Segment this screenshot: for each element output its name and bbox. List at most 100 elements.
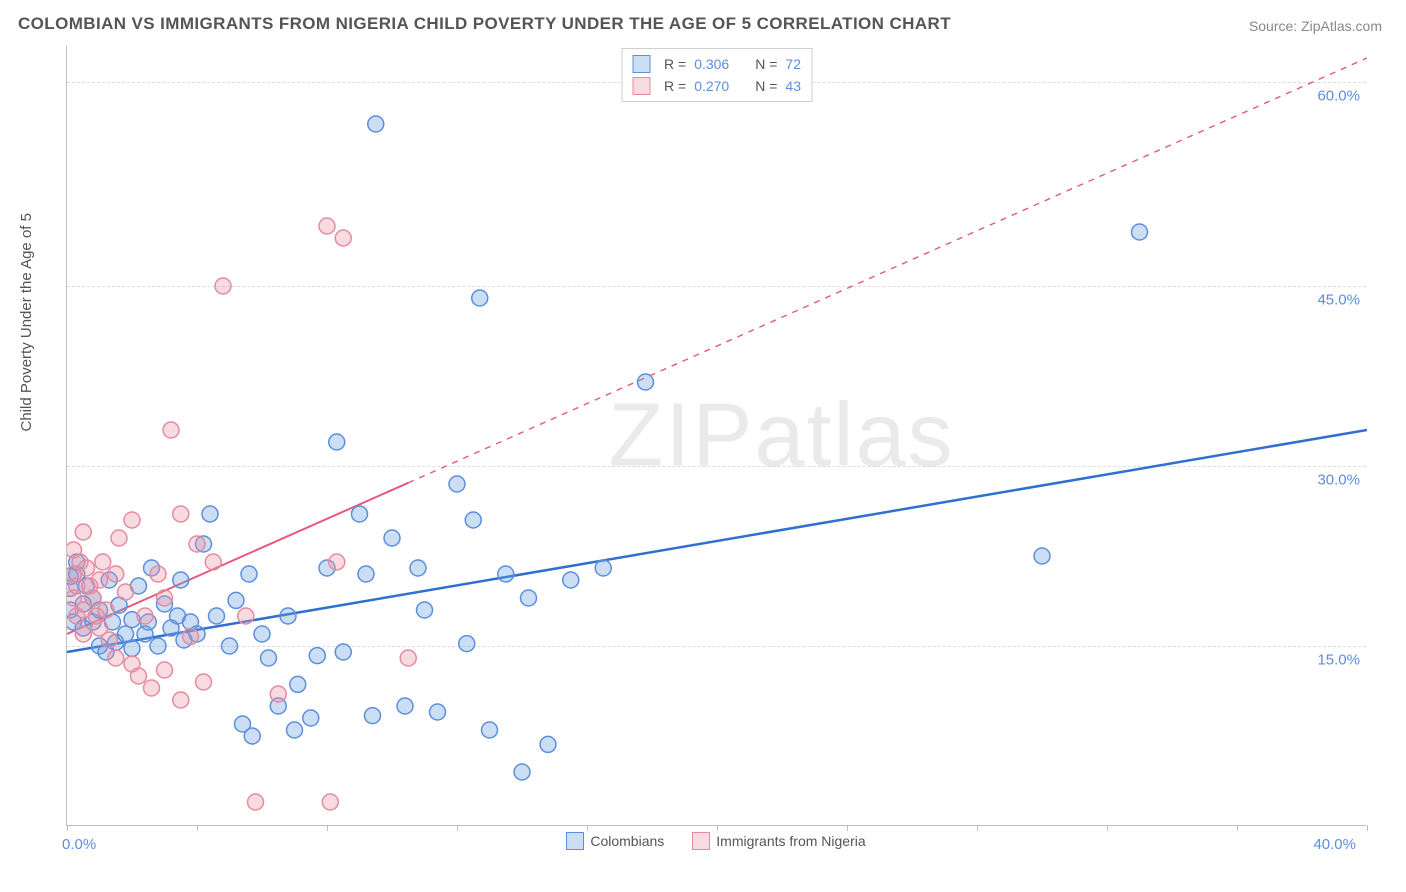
data-point — [75, 524, 91, 540]
data-point — [124, 512, 140, 528]
data-point — [290, 676, 306, 692]
data-point — [241, 566, 257, 582]
data-point — [92, 572, 108, 588]
data-point — [95, 554, 111, 570]
plot-area: R = 0.306 N = 72 R = 0.270 N = 43 ZIPatl… — [66, 46, 1366, 826]
data-point — [335, 230, 351, 246]
data-point — [563, 572, 579, 588]
data-point — [1132, 224, 1148, 240]
legend-row-series-a: R = 0.306 N = 72 — [632, 53, 801, 75]
data-point — [209, 608, 225, 624]
data-point — [368, 116, 384, 132]
data-point — [101, 632, 117, 648]
swatch-icon — [632, 55, 650, 73]
data-point — [98, 602, 114, 618]
data-point — [131, 668, 147, 684]
data-point — [322, 794, 338, 810]
x-tick — [1367, 825, 1368, 831]
legend-label: Colombians — [590, 833, 664, 849]
data-point — [144, 680, 160, 696]
swatch-icon — [566, 832, 584, 850]
data-point — [319, 218, 335, 234]
r-value: 0.306 — [694, 56, 729, 72]
trendline-solid — [67, 430, 1367, 652]
data-point — [222, 638, 238, 654]
data-point — [430, 704, 446, 720]
data-point — [280, 608, 296, 624]
data-point — [150, 638, 166, 654]
swatch-icon — [692, 832, 710, 850]
data-point — [137, 608, 153, 624]
data-point — [157, 662, 173, 678]
data-point — [173, 692, 189, 708]
trendline-dashed — [408, 58, 1367, 483]
series-legend: Colombians Immigrants from Nigeria — [66, 832, 1366, 850]
data-point — [261, 650, 277, 666]
data-point — [352, 506, 368, 522]
data-point — [85, 590, 101, 606]
swatch-icon — [632, 77, 650, 95]
data-point — [150, 566, 166, 582]
correlation-legend: R = 0.306 N = 72 R = 0.270 N = 43 — [621, 48, 812, 102]
data-point — [303, 710, 319, 726]
data-point — [449, 476, 465, 492]
data-point — [118, 584, 134, 600]
data-point — [472, 290, 488, 306]
data-point — [173, 506, 189, 522]
n-value: 43 — [785, 78, 801, 94]
data-point — [173, 572, 189, 588]
data-point — [397, 698, 413, 714]
r-value: 0.270 — [694, 78, 729, 94]
data-point — [309, 648, 325, 664]
data-point — [482, 722, 498, 738]
y-axis-title: Child Poverty Under the Age of 5 — [18, 213, 35, 431]
data-point — [238, 608, 254, 624]
data-point — [157, 590, 173, 606]
data-point — [75, 626, 91, 642]
data-point — [215, 278, 231, 294]
x-axis-labels: 0.0% 40.0% Colombians Immigrants from Ni… — [66, 832, 1366, 860]
data-point — [244, 728, 260, 744]
data-point — [498, 566, 514, 582]
data-point — [400, 650, 416, 666]
legend-label: Immigrants from Nigeria — [716, 833, 865, 849]
scatter-svg — [67, 46, 1367, 826]
data-point — [108, 650, 124, 666]
source-attribution: Source: ZipAtlas.com — [1249, 18, 1382, 34]
data-point — [189, 536, 205, 552]
data-point — [270, 686, 286, 702]
data-point — [254, 626, 270, 642]
data-point — [514, 764, 530, 780]
data-point — [329, 554, 345, 570]
legend-row-series-b: R = 0.270 N = 43 — [632, 75, 801, 97]
data-point — [521, 590, 537, 606]
data-point — [638, 374, 654, 390]
data-point — [111, 530, 127, 546]
data-point — [329, 434, 345, 450]
data-point — [79, 560, 95, 576]
data-point — [410, 560, 426, 576]
chart-title: COLOMBIAN VS IMMIGRANTS FROM NIGERIA CHI… — [18, 14, 951, 34]
data-point — [118, 626, 134, 642]
data-point — [335, 644, 351, 660]
legend-item-colombians: Colombians — [566, 832, 664, 850]
n-label: N = — [755, 56, 777, 72]
data-point — [248, 794, 264, 810]
data-point — [465, 512, 481, 528]
r-label: R = — [664, 56, 686, 72]
data-point — [384, 530, 400, 546]
legend-item-nigeria: Immigrants from Nigeria — [692, 832, 865, 850]
n-value: 72 — [785, 56, 801, 72]
data-point — [417, 602, 433, 618]
data-point — [595, 560, 611, 576]
data-point — [287, 722, 303, 738]
data-point — [358, 566, 374, 582]
r-label: R = — [664, 78, 686, 94]
data-point — [459, 636, 475, 652]
data-point — [205, 554, 221, 570]
data-point — [365, 708, 381, 724]
data-point — [108, 566, 124, 582]
data-point — [163, 422, 179, 438]
data-point — [228, 592, 244, 608]
n-label: N = — [755, 78, 777, 94]
